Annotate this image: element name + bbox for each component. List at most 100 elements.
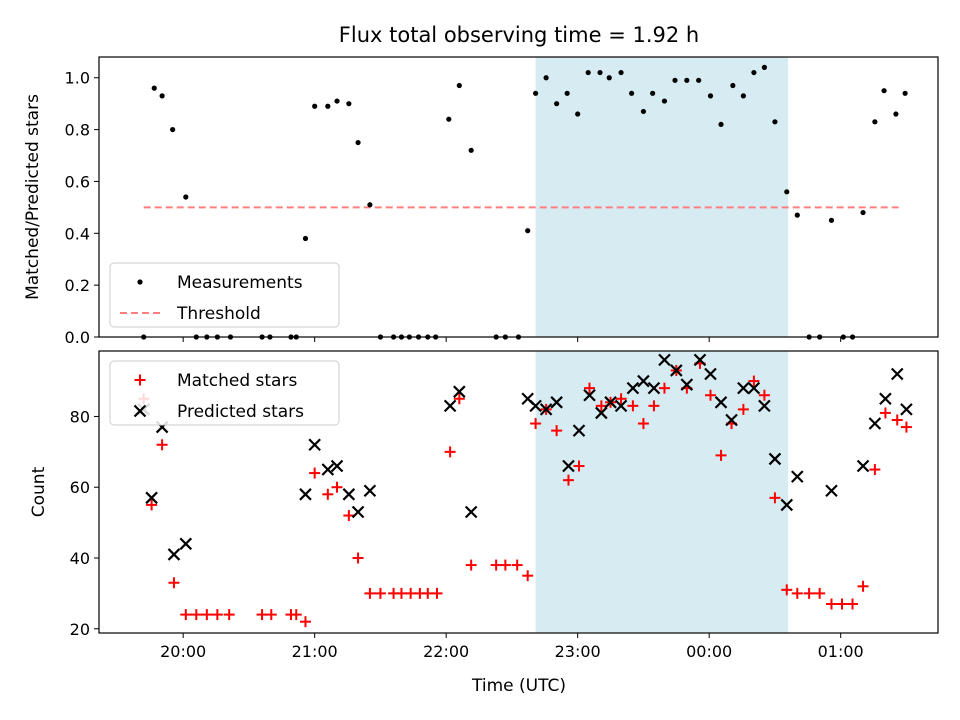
matched-star-point	[658, 382, 670, 394]
measurement-point	[661, 98, 668, 104]
measurement-point	[696, 77, 702, 83]
measurement-point	[183, 194, 189, 200]
plot-frame	[98, 56, 939, 338]
y-tick-label: 0.8	[65, 121, 90, 140]
y-tick-label: 1.0	[65, 69, 90, 88]
matched-star-point	[331, 481, 343, 493]
measurement-point	[828, 217, 835, 223]
measurement-point	[730, 82, 736, 89]
predicted-star-point	[768, 452, 782, 466]
y-tick-label: 0.2	[65, 276, 90, 295]
predicted-star-point	[704, 367, 717, 381]
matched-star-point	[180, 609, 192, 621]
measurement-point	[597, 69, 603, 76]
y-axis-label-count: Count	[29, 466, 49, 517]
measurement-point	[794, 212, 800, 218]
matched-star-point	[499, 559, 511, 571]
measurement-point	[618, 69, 624, 76]
measurement-point	[532, 90, 539, 96]
observing-span	[535, 351, 789, 633]
legend-label-matched-stars: Matched stars	[177, 371, 297, 391]
x-tick-label: 21:00	[292, 642, 338, 661]
plot-frame	[98, 350, 939, 634]
chart-title: Flux total observing time = 1.92 h	[339, 23, 699, 47]
predicted-star-point	[791, 470, 804, 483]
y-tick-label: 0.4	[65, 224, 90, 243]
matched-star-point	[511, 559, 523, 571]
matched-star-point	[374, 587, 386, 599]
matched-star-point	[879, 407, 891, 419]
legend: Matched stars Predicted stars	[109, 360, 340, 426]
predicted-star-point	[321, 463, 335, 476]
measurement-point	[772, 119, 778, 125]
legend-label-measurements: Measurements	[177, 273, 303, 293]
matched-star-point	[748, 375, 760, 387]
matched-star-point	[595, 400, 607, 412]
predicted-star-point	[179, 537, 193, 551]
matched-star-point	[201, 609, 213, 621]
count-panel: 20 40 60 80 20:00 21:00 22:00 23:00 00:00 01:00 Ma…	[70, 350, 939, 661]
predicted-star-point	[351, 505, 365, 519]
predicted-star-point	[856, 459, 870, 473]
matched-star-point	[364, 587, 376, 599]
matched-star-point	[737, 403, 749, 415]
matched-star-point	[422, 587, 434, 599]
legend-swatch-matched-stars	[134, 374, 146, 386]
matched-star-point	[900, 421, 912, 433]
measurement-point	[640, 108, 647, 115]
measurement-point	[346, 101, 352, 107]
predicted-star-point	[637, 374, 650, 388]
y-tick-label: 40	[70, 549, 90, 568]
y-tick-label: 60	[70, 478, 90, 497]
matched-star-point	[857, 580, 869, 592]
matched-star-point	[803, 587, 815, 599]
predicted-star-point	[363, 484, 377, 498]
measurement-point	[446, 116, 452, 122]
y-tick-label: 80	[70, 407, 90, 426]
predicted-star-point	[595, 406, 608, 420]
predicted-star-point	[145, 491, 158, 505]
predicted-star-point	[725, 413, 738, 427]
measurement-point	[707, 93, 714, 99]
predicted-star-point	[626, 381, 640, 395]
matched-star-point	[530, 418, 542, 430]
matched-star-point	[211, 609, 223, 621]
measurement-point	[575, 111, 581, 117]
predicted-star-point	[868, 417, 882, 430]
measurement-point	[893, 111, 899, 117]
y-tick-label: 0.6	[65, 172, 90, 191]
measurement-point	[751, 69, 757, 76]
matched-star-point	[814, 587, 826, 599]
measurement-point	[159, 93, 165, 99]
matched-star-point	[615, 393, 627, 405]
matched-star-point	[715, 449, 727, 461]
legend: Measurements Threshold	[109, 262, 340, 328]
predicted-star-point	[693, 353, 707, 367]
predicted-star-point	[539, 403, 553, 416]
matched-star-point	[648, 400, 660, 412]
measurement-point	[543, 75, 549, 81]
legend-swatch-predicted-stars	[133, 404, 147, 418]
measurement-point	[468, 147, 474, 153]
measurement-point	[718, 121, 724, 128]
predicted-star-point	[614, 399, 628, 413]
predicted-star-point	[572, 424, 586, 437]
predicted-star-point	[825, 484, 838, 498]
matched-star-point	[836, 598, 848, 610]
matched-star-point	[627, 400, 639, 412]
measurement-point	[302, 235, 309, 242]
measurement-point	[456, 82, 462, 89]
measurement-point	[325, 103, 331, 109]
predicted-star-point	[658, 353, 671, 367]
x-axis-label: Time (UTC)	[471, 676, 566, 696]
matched-star-point	[781, 584, 793, 596]
predicted-star-point	[453, 385, 466, 398]
matched-star-point	[869, 464, 881, 476]
predicted-star-point	[464, 505, 478, 519]
measurement-point	[585, 69, 591, 76]
matched-star-point	[290, 609, 302, 621]
measurement-point	[151, 85, 157, 91]
measurement-point	[684, 77, 690, 83]
matched-star-point	[522, 570, 534, 582]
measurement-point	[606, 75, 612, 81]
